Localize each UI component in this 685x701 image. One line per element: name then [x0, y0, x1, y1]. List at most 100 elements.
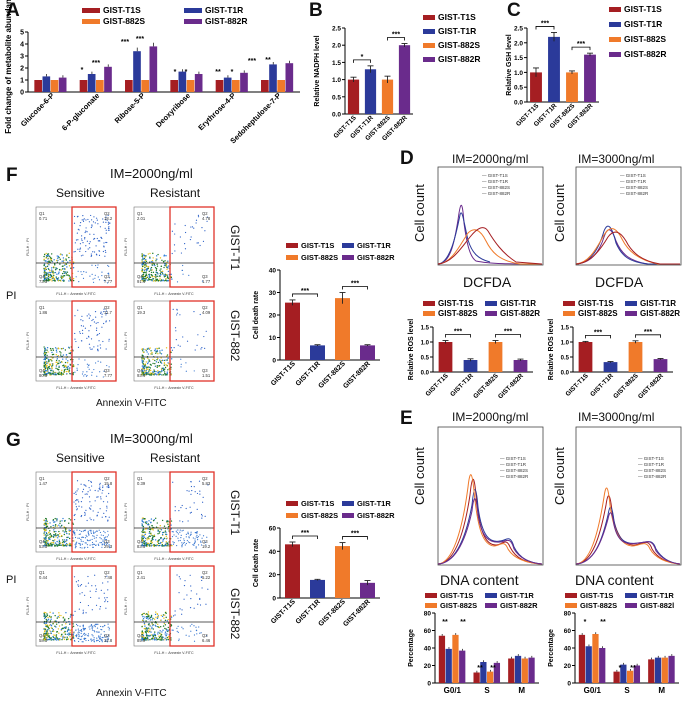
flow-dot	[99, 531, 102, 534]
flow-dot	[105, 544, 108, 546]
quadrant-value: 2.01	[137, 216, 146, 221]
flow-dot	[159, 359, 161, 361]
flow-dot	[44, 520, 47, 522]
flow-dot	[98, 254, 101, 256]
legend-label: GIST-T1R	[205, 5, 243, 15]
flow-dot	[101, 271, 103, 273]
flow-dot	[142, 271, 145, 274]
flow-dot	[145, 522, 147, 525]
y-tick-label: 0	[567, 681, 571, 688]
flow-dot	[68, 530, 71, 533]
flow-dot	[189, 625, 191, 627]
flow-dot	[63, 638, 66, 641]
flow-dot	[101, 629, 103, 631]
flow-dot	[150, 353, 152, 355]
flow-dot	[151, 280, 153, 282]
flow-dot	[156, 265, 159, 267]
svg-text:— GIST-882R: — GIST-882R	[620, 191, 649, 196]
flow-dot	[97, 240, 99, 242]
flow-dot	[62, 530, 64, 532]
flow-dot	[43, 374, 45, 376]
flow-dot	[191, 623, 193, 625]
flow-dot	[107, 520, 109, 522]
bar	[620, 664, 627, 683]
flow-dot	[141, 361, 144, 363]
flow-dot	[159, 275, 161, 278]
flow-dot	[45, 372, 48, 375]
flow-dot	[47, 632, 49, 634]
flow-dot	[69, 352, 72, 355]
flow-dot	[66, 630, 69, 633]
axis-x-label: FL1-H :: Annexin V-FITC	[154, 292, 194, 296]
flow-dot	[150, 279, 152, 281]
flow-dot	[69, 616, 72, 618]
flow-dot	[168, 543, 170, 546]
flow-dot	[106, 542, 109, 544]
flow-dot	[79, 225, 81, 227]
flow-dot	[166, 365, 169, 367]
flow-dot	[154, 517, 157, 519]
flow-dot	[151, 619, 153, 621]
legend-swatch	[184, 19, 202, 24]
flow-dot	[43, 253, 46, 256]
flow-dot	[142, 371, 144, 374]
d-histogram-3000: — GIST-T1S — GIST-T1R — GIST-882S — GIST…	[575, 166, 682, 266]
flow-dot	[150, 372, 152, 374]
flow-dot	[91, 541, 94, 544]
flow-dot	[105, 314, 107, 316]
flow-dot	[145, 264, 147, 266]
legend-label: GIST-T1R	[500, 591, 534, 600]
flow-dot	[106, 501, 109, 503]
flow-dot	[58, 366, 60, 369]
flow-dot	[164, 530, 167, 532]
flow-dot	[89, 539, 91, 541]
sig-bracket	[353, 59, 371, 63]
legend-swatch	[423, 43, 435, 48]
flow-dot	[45, 535, 48, 537]
bar	[104, 66, 112, 92]
flow-dot	[157, 633, 159, 635]
legend-swatch	[82, 19, 100, 24]
flow-dot	[45, 277, 48, 279]
flow-dot	[196, 532, 198, 534]
x-tick-label: GIST-T1R	[449, 372, 475, 398]
flow-dot	[156, 359, 158, 361]
flow-dot	[48, 365, 50, 368]
f-col-resistant: Resistant	[150, 186, 201, 200]
flow-dot	[176, 574, 178, 576]
flow-dot	[167, 618, 169, 621]
flow-dot	[79, 331, 81, 333]
flow-dot	[54, 269, 57, 271]
flow-dot	[145, 635, 148, 637]
flow-dot	[195, 219, 198, 221]
flow-dot	[93, 640, 95, 642]
flow-dot	[87, 635, 90, 637]
flow-dot	[84, 327, 86, 329]
flow-dot	[43, 269, 46, 272]
flow-dot	[82, 325, 85, 327]
flow-dot	[66, 373, 68, 375]
sig-label: **	[215, 69, 221, 76]
g-col-resistant: Resistant	[150, 451, 201, 465]
bar	[335, 298, 350, 360]
flow-dot	[78, 631, 80, 634]
flow-dot	[43, 267, 45, 270]
flow-dot	[156, 617, 159, 620]
flow-dot	[157, 540, 160, 542]
flow-dot	[170, 615, 173, 617]
flow-dot	[155, 278, 157, 280]
flow-dot	[151, 622, 153, 624]
flow-dot	[44, 373, 46, 375]
y-tick-label: 20	[424, 663, 432, 670]
flow-dot	[152, 617, 154, 620]
sig-label: **	[630, 665, 636, 672]
quadrant-value: 6.46	[202, 638, 211, 643]
flow-dot	[51, 271, 54, 273]
flow-dot	[176, 281, 179, 283]
flow-dot	[156, 522, 158, 524]
legend-label: GIST-882l	[640, 601, 674, 610]
panel-label-e: E	[400, 408, 413, 429]
flow-dot	[92, 281, 95, 283]
y-tick-label: 2.0	[514, 40, 523, 47]
